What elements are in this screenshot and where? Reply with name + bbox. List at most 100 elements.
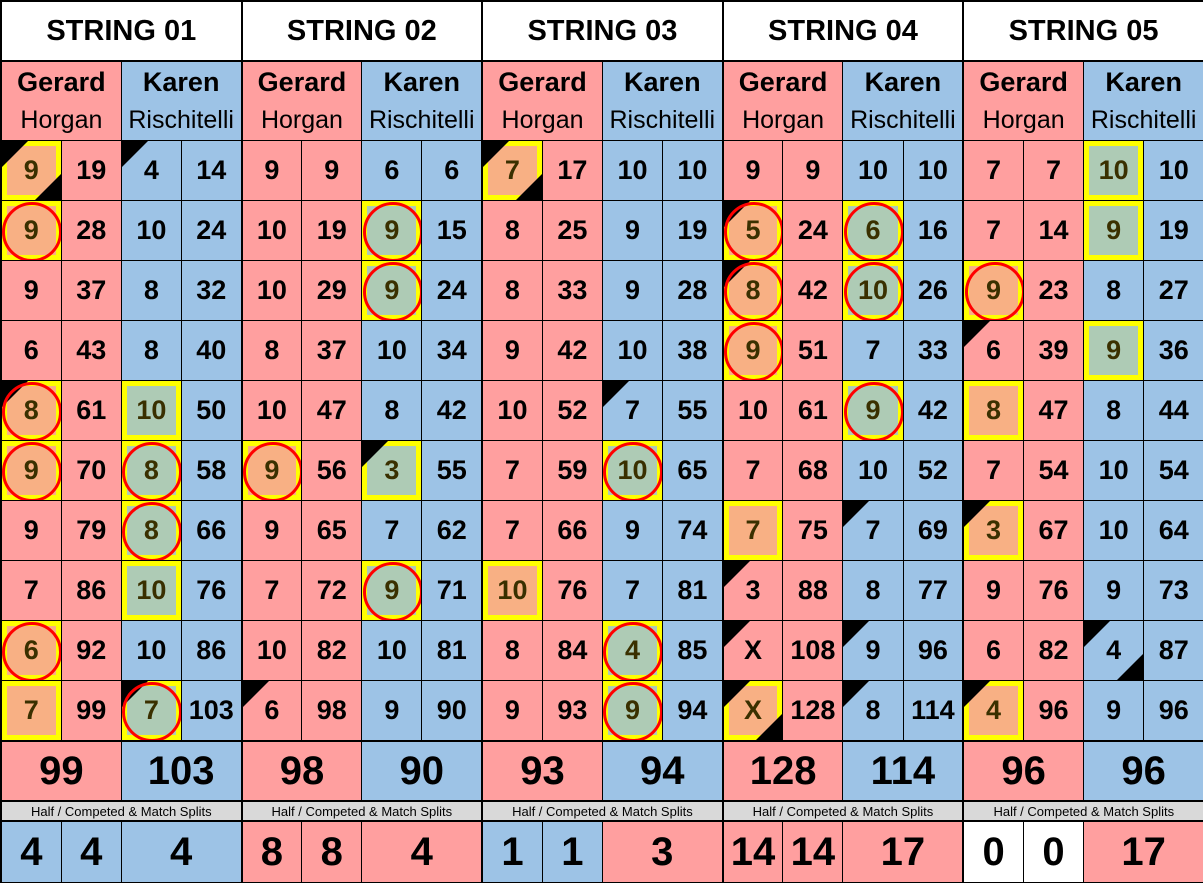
player2-score: 8 <box>120 320 182 381</box>
player2-running-total: 26 <box>902 260 964 321</box>
player2-running-total: 28 <box>662 260 724 321</box>
player1-running-total: 61 <box>60 380 122 441</box>
red-circle-icon <box>724 261 782 320</box>
highlight-marker <box>965 381 1023 440</box>
player2-running-total: 33 <box>902 320 964 381</box>
player1-running-total: 23 <box>1022 260 1085 321</box>
red-circle-icon <box>362 561 421 620</box>
score-value: X <box>744 695 763 725</box>
score-value: 8 <box>1106 275 1122 305</box>
player2-total: 94 <box>601 740 724 802</box>
player1-score: 9 <box>481 320 543 381</box>
player1-score: 7 <box>481 140 543 201</box>
score-value: 82 <box>1038 635 1069 665</box>
score-value: 19 <box>76 155 107 185</box>
corner-triangle-top-left-icon <box>843 501 870 527</box>
score-value: 6 <box>986 635 1002 665</box>
player1-score: 6 <box>240 680 303 742</box>
player2-score: 7 <box>361 500 423 561</box>
player1-score: 8 <box>240 320 303 381</box>
last-name: Horgan <box>742 106 825 134</box>
player1-running-total: 42 <box>782 260 844 321</box>
score-value: 9 <box>23 215 39 245</box>
player1-running-total: 108 <box>782 620 844 681</box>
player1-score: 9 <box>240 500 303 561</box>
score-value: 8 <box>143 335 159 365</box>
player1-running-total: 54 <box>1022 440 1085 501</box>
player2-running-total: 34 <box>421 320 483 381</box>
player1-running-total: 65 <box>301 500 363 561</box>
player1-score: 6 <box>962 620 1024 681</box>
score-value: 71 <box>436 575 467 605</box>
player-name-1: Gerard Horgan <box>481 60 603 141</box>
score-value: 9 <box>504 335 520 365</box>
last-name: Rischitelli <box>609 106 716 134</box>
player2-running-total: 96 <box>902 620 964 681</box>
score-value: 10 <box>677 155 708 185</box>
player2-score: 10 <box>120 200 182 261</box>
competed-split: 0 <box>1022 820 1085 883</box>
last-name: Rischitelli <box>1090 106 1197 134</box>
player2-running-total: 74 <box>662 500 724 561</box>
score-value: 7 <box>865 335 881 365</box>
player2-score: 9 <box>601 200 664 261</box>
player2-score: 9 <box>1083 200 1145 261</box>
score-value: 27 <box>1158 275 1189 305</box>
score-value: 82 <box>316 635 347 665</box>
highlight-marker <box>122 561 181 620</box>
highlight-marker <box>1084 321 1143 380</box>
splits-label: Half / Competed & Match Splits <box>481 800 724 822</box>
player2-running-total: 76 <box>180 560 243 621</box>
score-value: 8 <box>23 395 39 425</box>
score-value: 8 <box>865 695 881 725</box>
player1-running-total: 43 <box>60 320 122 381</box>
player2-score: 7 <box>842 500 904 561</box>
score-value: 64 <box>1158 515 1189 545</box>
score-value: 3 <box>745 575 761 605</box>
half-split: 1 <box>481 820 543 883</box>
competed-split: 1 <box>541 820 603 883</box>
score-value: 42 <box>557 335 588 365</box>
half-split: 4 <box>0 820 62 883</box>
player1-score: X <box>721 680 784 742</box>
score-value: 8 <box>504 275 520 305</box>
player1-score: 4 <box>962 680 1024 742</box>
player1-running-total: 19 <box>60 140 122 201</box>
score-value: 9 <box>745 155 761 185</box>
score-value: 33 <box>557 275 588 305</box>
player1-running-total: 59 <box>541 440 603 501</box>
player-name-1: Gerard Horgan <box>240 60 363 141</box>
splits-label: Half / Competed & Match Splits <box>962 800 1203 822</box>
player-name-1: Gerard Horgan <box>721 60 844 141</box>
corner-triangle-bottom-right-icon <box>515 174 542 200</box>
score-value: 33 <box>917 335 948 365</box>
score-value: 7 <box>745 515 761 545</box>
score-value: 54 <box>1158 455 1189 485</box>
corner-triangle-top-left-icon <box>1084 621 1111 647</box>
score-value: 29 <box>316 275 347 305</box>
player-name-2: Karen Rischitelli <box>1083 60 1203 141</box>
score-value: 8 <box>1106 395 1122 425</box>
player2-score: 10 <box>842 260 904 321</box>
match-split: 4 <box>361 820 483 883</box>
score-value: 14 <box>1038 215 1069 245</box>
player1-running-total: 72 <box>301 560 363 621</box>
score-value: 66 <box>196 515 227 545</box>
player2-score: 10 <box>842 440 904 501</box>
last-name: Rischitelli <box>128 106 234 134</box>
player1-running-total: 76 <box>541 560 603 621</box>
score-value: 10 <box>858 455 889 485</box>
score-value: 6 <box>986 335 1002 365</box>
player1-running-total: 17 <box>541 140 603 201</box>
string-title: STRING 04 <box>721 0 965 62</box>
end-row: 7 99 7 103 6 98 9 90 9 93 9 94 X 128 8 114 4 96 9 96 <box>0 680 1203 742</box>
totals-row: 99 103 98 90 93 94 128 114 96 96 <box>0 740 1203 802</box>
score-value: 24 <box>797 215 828 245</box>
score-value: 8 <box>384 395 400 425</box>
score-value: 9 <box>324 155 340 185</box>
player1-score: 3 <box>721 560 784 621</box>
last-name: Horgan <box>501 106 584 134</box>
player1-score: 7 <box>481 500 543 561</box>
player1-running-total: 96 <box>1022 680 1085 742</box>
player2-running-total: 42 <box>902 380 964 441</box>
